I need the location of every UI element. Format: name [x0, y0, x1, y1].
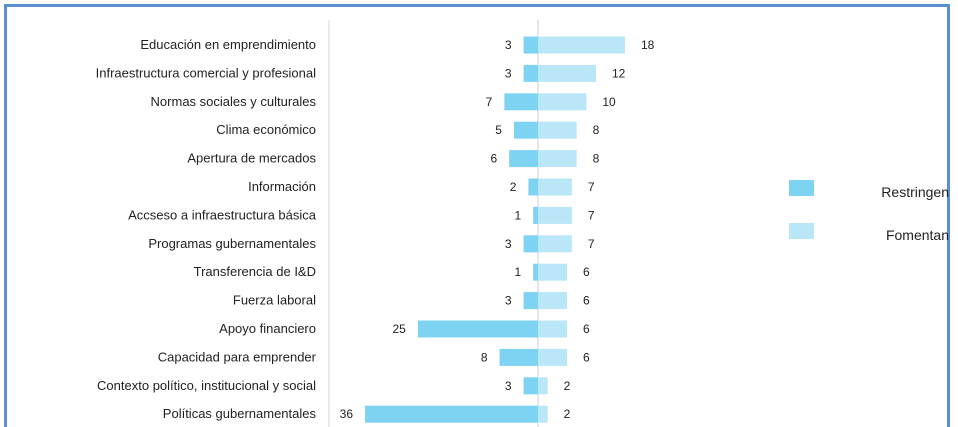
value-label-restringen: 6 — [490, 152, 497, 166]
value-label-fomentan: 10 — [602, 95, 616, 109]
value-label-fomentan: 18 — [641, 38, 655, 52]
category-label: Transferencia de I&D — [194, 264, 316, 279]
bar-fomentan — [538, 121, 577, 139]
bar-restringen — [365, 405, 538, 423]
value-label-restringen: 3 — [505, 237, 512, 251]
legend-label-fomentan: Fomentan — [886, 227, 949, 243]
category-label: Apertura de mercados — [187, 151, 316, 166]
value-label-restringen: 25 — [393, 322, 407, 336]
bar-restringen — [533, 206, 538, 224]
value-label-restringen: 1 — [515, 265, 522, 279]
bar-fomentan — [538, 64, 596, 82]
legend-swatch-restringen — [789, 180, 814, 196]
bar-restringen — [504, 93, 538, 111]
bar-fomentan — [538, 178, 572, 196]
value-label-restringen: 2 — [510, 180, 517, 194]
bar-restringen — [417, 320, 538, 338]
value-label-fomentan: 7 — [588, 180, 595, 194]
value-label-restringen: 7 — [486, 95, 493, 109]
category-label: Clima económico — [216, 122, 316, 137]
value-label-fomentan: 6 — [583, 265, 590, 279]
value-label-fomentan: 8 — [593, 123, 600, 137]
value-label-restringen: 36 — [340, 407, 354, 421]
value-label-restringen: 3 — [505, 38, 512, 52]
value-label-fomentan: 8 — [593, 152, 600, 166]
bar-fomentan — [538, 377, 548, 395]
category-label: Educación en emprendimiento — [140, 37, 316, 52]
value-label-restringen: 8 — [481, 350, 488, 364]
value-label-fomentan: 2 — [564, 407, 571, 421]
bar-restringen — [523, 377, 538, 395]
value-label-fomentan: 7 — [588, 208, 595, 222]
bar-restringen — [523, 64, 538, 82]
value-label-fomentan: 6 — [583, 350, 590, 364]
bar-restringen — [513, 121, 538, 139]
value-label-fomentan: 2 — [564, 379, 571, 393]
value-label-restringen: 1 — [515, 208, 522, 222]
category-label: Infraestructura comercial y profesional — [96, 65, 316, 80]
value-label-restringen: 3 — [505, 294, 512, 308]
bar-fomentan — [538, 320, 567, 338]
value-label-fomentan: 7 — [588, 237, 595, 251]
value-label-fomentan: 12 — [612, 66, 626, 80]
bar-fomentan — [538, 150, 577, 168]
value-label-fomentan: 6 — [583, 294, 590, 308]
value-label-restringen: 3 — [505, 66, 512, 80]
bar-restringen — [523, 235, 538, 253]
bar-fomentan — [538, 235, 572, 253]
category-label: Contexto político, institucional y socia… — [97, 378, 316, 393]
bar-fomentan — [538, 348, 567, 366]
category-label: Programas gubernamentales — [148, 236, 316, 251]
value-label-restringen: 3 — [505, 379, 512, 393]
category-label: Fuerza laboral — [233, 293, 316, 308]
category-label: Apoyo financiero — [219, 321, 316, 336]
bar-restringen — [528, 178, 538, 196]
bar-restringen — [509, 150, 538, 168]
bar-restringen — [523, 292, 538, 310]
bar-fomentan — [538, 405, 548, 423]
chart-frame — [4, 4, 950, 427]
category-label: Políticas gubernamentales — [163, 406, 317, 421]
legend-swatch-fomentan — [789, 223, 814, 239]
bar-restringen — [533, 263, 538, 281]
bar-restringen — [523, 36, 538, 54]
bar-fomentan — [538, 263, 567, 281]
category-label: Capacidad para emprender — [158, 349, 317, 364]
value-label-fomentan: 6 — [583, 322, 590, 336]
category-label: Normas sociales y culturales — [151, 94, 317, 109]
bar-fomentan — [538, 93, 587, 111]
value-label-restringen: 5 — [495, 123, 502, 137]
bar-fomentan — [538, 292, 567, 310]
legend-label-restringen: Restringen — [881, 184, 949, 200]
category-label: Información — [248, 179, 316, 194]
bar-fomentan — [538, 206, 572, 224]
bar-restringen — [499, 348, 538, 366]
bar-fomentan — [538, 36, 625, 54]
category-label: Accseso a infraestructura básica — [128, 207, 317, 222]
